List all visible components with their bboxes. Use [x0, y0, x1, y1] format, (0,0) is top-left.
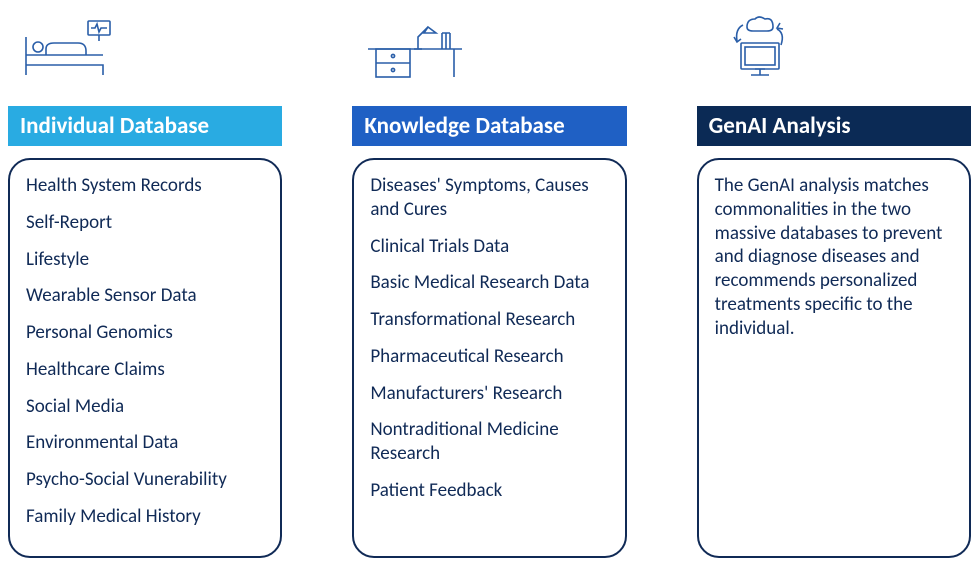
box-individual-database: Health System Records Self-Report Lifest…: [8, 158, 282, 558]
list-item: Social Media: [26, 395, 264, 419]
header-knowledge-database: Knowledge Database: [352, 106, 626, 146]
list-item: Environmental Data: [26, 431, 264, 455]
column-knowledge-database: Knowledge Database Diseases' Symptoms, C…: [352, 10, 626, 558]
list-item: Lifestyle: [26, 248, 264, 272]
list-item: Wearable Sensor Data: [26, 284, 264, 308]
list-item: Nontraditional Medicine Research: [370, 418, 608, 466]
list-item: Family Medical History: [26, 505, 264, 529]
genai-description: The GenAI analysis matches commonalities…: [715, 174, 953, 340]
infographic-row: Individual Database Health System Record…: [8, 10, 971, 558]
list-item: Personal Genomics: [26, 321, 264, 345]
desk-lamp-icon: [352, 10, 626, 90]
cloud-computer-icon: [697, 10, 971, 90]
box-knowledge-database: Diseases' Symptoms, Causes and Cures Cli…: [352, 158, 626, 558]
header-genai-analysis: GenAI Analysis: [697, 106, 971, 146]
list-item: Basic Medical Research Data: [370, 271, 608, 295]
list-item: Manufacturers' Research: [370, 382, 608, 406]
list-item: Health System Records: [26, 174, 264, 198]
header-individual-database: Individual Database: [8, 106, 282, 146]
list-item: Transformational Research: [370, 308, 608, 332]
list-item: Patient Feedback: [370, 479, 608, 503]
list-item: Self-Report: [26, 211, 264, 235]
list-item: Psycho-Social Vunerability: [26, 468, 264, 492]
list-item: Clinical Trials Data: [370, 235, 608, 259]
column-genai-analysis: GenAI Analysis The GenAI analysis matche…: [697, 10, 971, 558]
list-item: Diseases' Symptoms, Causes and Cures: [370, 174, 608, 222]
box-genai-analysis: The GenAI analysis matches commonalities…: [697, 158, 971, 558]
list-item: Pharmaceutical Research: [370, 345, 608, 369]
list-item: Healthcare Claims: [26, 358, 264, 382]
hospital-bed-icon: [8, 10, 282, 90]
column-individual-database: Individual Database Health System Record…: [8, 10, 282, 558]
